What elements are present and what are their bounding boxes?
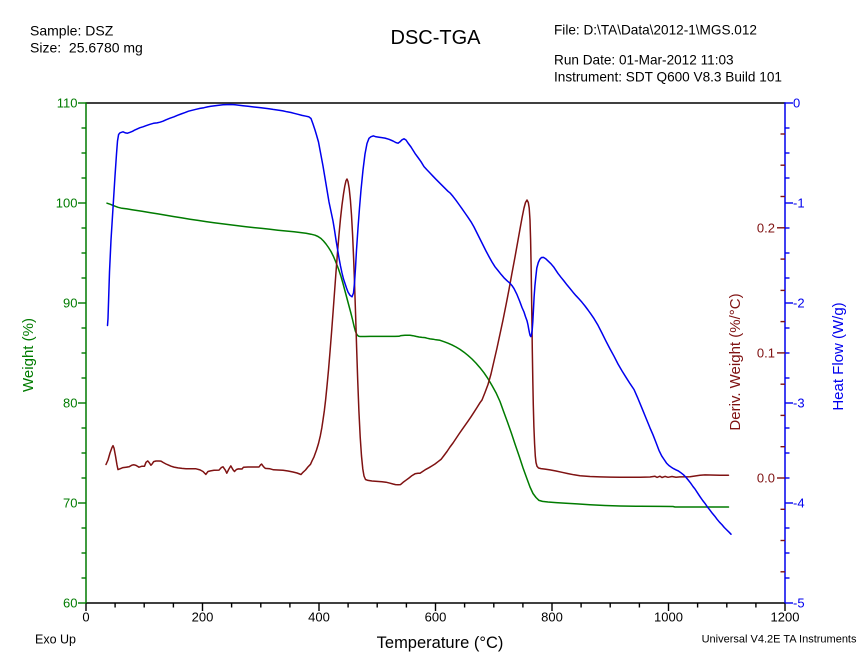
svg-text:Universal V4.2E TA Instruments: Universal V4.2E TA Instruments [702, 634, 857, 646]
svg-text:0: 0 [793, 96, 800, 111]
svg-text:File: D:\TA\Data\2012-1\MGS.01: File: D:\TA\Data\2012-1\MGS.012 [554, 23, 757, 38]
svg-text:100: 100 [56, 196, 78, 211]
svg-text:Exo Up: Exo Up [35, 633, 76, 647]
svg-text:Run Date: 01-Mar-2012 11:03: Run Date: 01-Mar-2012 11:03 [554, 53, 734, 68]
svg-text:-3: -3 [793, 396, 805, 411]
svg-text:0.0: 0.0 [757, 471, 775, 486]
svg-text:DSC-TGA: DSC-TGA [391, 27, 482, 49]
svg-text:Heat Flow (W/g): Heat Flow (W/g) [830, 302, 847, 410]
svg-text:0.2: 0.2 [757, 221, 775, 236]
svg-text:1200: 1200 [771, 610, 800, 625]
svg-text:400: 400 [308, 610, 330, 625]
svg-text:1000: 1000 [654, 610, 683, 625]
svg-text:70: 70 [63, 496, 77, 511]
svg-text:Size: 25.6780 mg: Size: 25.6780 mg [30, 40, 143, 56]
svg-text:0: 0 [82, 610, 89, 625]
svg-text:90: 90 [63, 296, 77, 311]
svg-text:110: 110 [57, 96, 78, 111]
svg-text:-5: -5 [793, 596, 805, 611]
svg-text:-4: -4 [793, 496, 805, 511]
svg-text:Weight (%): Weight (%) [20, 318, 37, 392]
svg-text:80: 80 [63, 396, 77, 411]
svg-text:Instrument: SDT Q600 V8.3 Buil: Instrument: SDT Q600 V8.3 Build 101 [554, 70, 782, 85]
svg-text:0.1: 0.1 [757, 346, 775, 361]
svg-text:Sample: DSZ: Sample: DSZ [30, 23, 114, 39]
svg-text:-2: -2 [793, 296, 805, 311]
svg-text:Deriv. Weight (%/°C): Deriv. Weight (%/°C) [727, 293, 744, 430]
svg-text:200: 200 [192, 610, 214, 625]
svg-text:800: 800 [541, 610, 563, 625]
svg-text:-1: -1 [793, 196, 805, 211]
svg-text:600: 600 [425, 610, 447, 625]
svg-text:Temperature (°C): Temperature (°C) [377, 634, 504, 652]
svg-text:60: 60 [63, 596, 77, 611]
